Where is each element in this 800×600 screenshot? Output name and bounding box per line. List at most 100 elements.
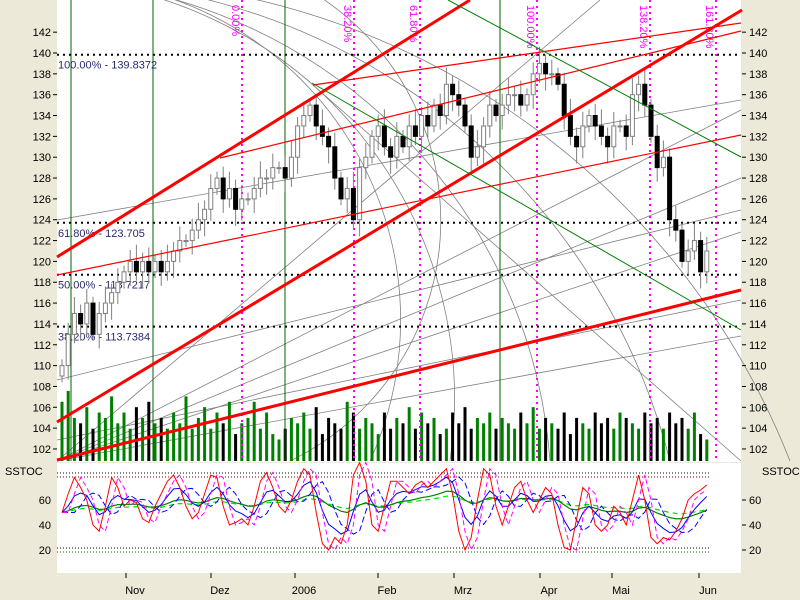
candle-body bbox=[388, 146, 394, 158]
sstoc-tick-left: 60 bbox=[39, 495, 51, 507]
tick-label-left: 120 bbox=[33, 256, 51, 268]
volume-bar bbox=[358, 428, 362, 461]
tick-label-left: 134 bbox=[33, 111, 51, 123]
volume-bar bbox=[376, 434, 380, 461]
candle-body bbox=[326, 135, 332, 148]
trend-line bbox=[56, 288, 742, 462]
volume-bar bbox=[252, 401, 256, 461]
x-tick-label: 2006 bbox=[292, 585, 316, 597]
candle-body bbox=[307, 104, 313, 117]
fib-time-label: 0.00% bbox=[229, 5, 241, 36]
volume-bar bbox=[444, 428, 448, 461]
candle-body bbox=[239, 198, 245, 210]
candle-body bbox=[412, 125, 418, 137]
volume-bar bbox=[606, 417, 610, 461]
candle-body bbox=[220, 177, 226, 200]
volume-bar bbox=[482, 423, 486, 461]
tick-label-left: 118 bbox=[33, 277, 51, 289]
volume-bar bbox=[97, 412, 101, 461]
x-tick-label: Nov bbox=[125, 585, 145, 597]
candle-body bbox=[561, 83, 567, 117]
fibonacci-retracement: 100.00% - 139.8372 61.80% - 123.705 50.00%… bbox=[57, 53, 741, 344]
candle-body bbox=[59, 365, 65, 377]
candle-body bbox=[574, 135, 580, 148]
trend-line bbox=[312, 22, 742, 86]
candle-body bbox=[71, 313, 77, 335]
candle-body bbox=[425, 115, 431, 127]
candle-body bbox=[276, 167, 282, 170]
candle-body bbox=[208, 187, 214, 210]
tick-label-right: 128 bbox=[749, 173, 767, 185]
fibonacci-time-zones: 0.00% 38.20% 61.80% 100.00% 138.20% 161.80% bbox=[229, 0, 717, 461]
volume-bar bbox=[395, 417, 399, 461]
volume-bar bbox=[203, 407, 207, 461]
candle-body bbox=[264, 177, 270, 180]
volume-bar bbox=[451, 412, 455, 461]
volume-bar bbox=[568, 434, 572, 461]
candle-body bbox=[195, 219, 201, 231]
tick-label-left: 108 bbox=[33, 381, 51, 393]
tick-label-left: 114 bbox=[33, 319, 51, 331]
candle-body bbox=[698, 240, 704, 273]
trend-line-green bbox=[311, 82, 742, 331]
x-tick-label: Jun bbox=[699, 585, 717, 597]
volume-bar bbox=[630, 423, 634, 461]
sstoc-tick-left: 20 bbox=[39, 545, 51, 557]
volume-bar bbox=[258, 428, 262, 461]
time-axis: Nov Dez 2006 Feb Mrz Apr Mai Jun bbox=[125, 573, 717, 597]
candle-body bbox=[183, 240, 189, 243]
candle-body bbox=[685, 250, 691, 262]
tick-label-right: 118 bbox=[749, 277, 767, 289]
volume-bar bbox=[692, 412, 696, 461]
candle-body bbox=[288, 156, 294, 179]
candle-body bbox=[431, 104, 437, 127]
candle-body bbox=[443, 83, 449, 117]
candle-body bbox=[295, 125, 301, 158]
candle-body bbox=[406, 125, 412, 148]
tick-label-right: 130 bbox=[749, 152, 767, 164]
volume-bar bbox=[196, 417, 200, 461]
price-panel bbox=[57, 0, 741, 462]
volume-bar bbox=[550, 423, 554, 461]
volume-bar bbox=[327, 417, 331, 461]
volume-bar bbox=[407, 407, 411, 461]
candle-body bbox=[567, 115, 573, 137]
fan-line bbox=[56, 177, 742, 462]
tick-label-right: 112 bbox=[749, 340, 767, 352]
candle-body bbox=[338, 177, 344, 200]
volume-bar bbox=[556, 428, 560, 461]
volume-bar bbox=[531, 407, 535, 461]
volume-bar bbox=[122, 412, 126, 461]
candle-body bbox=[481, 125, 487, 148]
volume-bar bbox=[320, 434, 324, 461]
volume-bar bbox=[475, 417, 479, 461]
candle-body bbox=[109, 292, 115, 304]
fan-line bbox=[56, 299, 742, 441]
candle-body bbox=[84, 302, 90, 325]
candle-body bbox=[140, 260, 146, 273]
candle-body bbox=[499, 104, 505, 117]
candle-body bbox=[133, 260, 139, 273]
candle-body bbox=[623, 125, 629, 137]
volume-bar bbox=[637, 428, 641, 461]
fan-arc bbox=[174, 0, 401, 462]
candle-body bbox=[400, 135, 406, 148]
candle-body bbox=[369, 135, 375, 158]
volume-bar bbox=[178, 423, 182, 461]
volume-bar bbox=[624, 417, 628, 461]
sstoc-k-signal bbox=[62, 461, 708, 552]
candle-body bbox=[679, 229, 685, 262]
candle-body bbox=[660, 156, 666, 169]
tick-label-right: 106 bbox=[749, 402, 767, 414]
volume-bar bbox=[91, 428, 95, 461]
volume-bar bbox=[240, 423, 244, 461]
fib-level-label: 38.20% - 113.7384 bbox=[58, 332, 150, 344]
tick-label-right: 102 bbox=[749, 444, 767, 456]
candle-body bbox=[450, 83, 456, 96]
tick-label-left: 128 bbox=[33, 173, 51, 185]
trend-line bbox=[56, 8, 743, 424]
candle-body bbox=[437, 104, 443, 117]
trend-line bbox=[56, 0, 471, 259]
tick-label-left: 104 bbox=[33, 423, 51, 435]
x-tick-label: Apr bbox=[540, 585, 557, 597]
